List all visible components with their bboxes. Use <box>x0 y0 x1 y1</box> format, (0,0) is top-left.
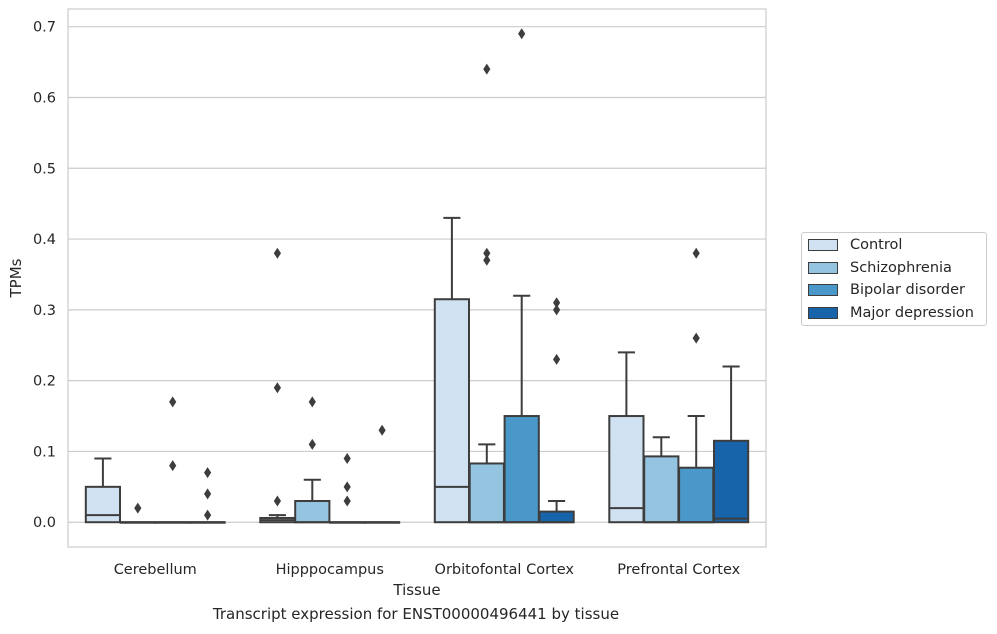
box-group <box>154 396 191 524</box>
box <box>294 499 331 524</box>
axes: 0.0 0.1 0.2 0.3 0.4 0.5 0.6 0.7 Cerebellum Hipppo… <box>33 20 741 578</box>
outlier-point <box>169 460 177 472</box>
box <box>678 466 715 524</box>
box-marks <box>84 28 750 524</box>
box <box>643 455 680 524</box>
y-tick-label: 0.3 <box>33 303 56 319</box>
legend-swatch <box>808 261 838 274</box>
legend-item: Major depression <box>808 303 974 323</box>
x-tick-label: Cerebellum <box>114 562 197 578</box>
box-group <box>189 467 226 524</box>
outlier-point <box>518 28 526 40</box>
box-group <box>119 502 156 524</box>
legend-item: Bipolar disorder <box>808 280 965 300</box>
y-tick-label: 0.4 <box>33 232 56 248</box>
box-group <box>608 351 645 524</box>
outlier-point <box>343 495 351 507</box>
box <box>712 439 750 524</box>
y-tick-label: 0.1 <box>33 444 56 460</box>
x-axis-label: Tissue <box>392 581 440 599</box>
box-group <box>643 436 680 524</box>
legend-item: Control <box>808 235 902 255</box>
box-group <box>503 28 540 524</box>
outlier-point <box>483 247 491 259</box>
y-tick-label: 0.0 <box>33 515 56 531</box>
box <box>608 415 645 524</box>
outlier-point <box>273 247 281 259</box>
legend-swatch <box>808 306 838 319</box>
outlier-point <box>204 509 212 521</box>
outlier-point <box>553 304 561 316</box>
box-group <box>363 424 401 524</box>
outlier-point <box>308 438 316 450</box>
outlier-point <box>169 396 177 408</box>
outlier-point <box>343 453 351 465</box>
outlier-point <box>553 297 561 309</box>
outlier-point <box>692 247 700 259</box>
legend-item: Schizophrenia <box>808 258 952 278</box>
plot-frame <box>67 8 767 548</box>
box-group <box>678 247 715 524</box>
y-tick-label: 0.2 <box>33 374 56 390</box>
box-group <box>433 216 471 524</box>
grid-lines <box>68 26 766 523</box>
legend-swatch <box>808 284 838 296</box>
box <box>538 510 575 524</box>
outlier-point <box>204 467 212 479</box>
y-axis-label: TPMs <box>7 258 25 298</box>
outlier-point <box>692 332 700 344</box>
legend: Control Schizophrenia Bipolar disorder Majo… <box>801 232 987 326</box>
x-tick-label: Orbitofontal Cortex <box>435 562 575 578</box>
y-tick-label: 0.5 <box>33 161 56 177</box>
outlier-point <box>273 495 281 507</box>
box-group <box>329 453 366 524</box>
box-group <box>84 457 122 524</box>
outlier-point <box>134 502 142 514</box>
outlier-point <box>483 63 491 75</box>
box-group <box>538 297 575 524</box>
box-group <box>712 365 750 524</box>
box <box>468 462 505 524</box>
box-group <box>259 247 296 524</box>
y-tick-label: 0.7 <box>33 20 56 36</box>
box <box>433 298 471 524</box>
legend-label: Bipolar disorder <box>850 282 965 298</box>
legend-label: Major depression <box>850 304 974 321</box>
box <box>84 485 122 524</box>
outlier-point <box>378 424 386 436</box>
outlier-point <box>308 396 316 408</box>
box-group <box>294 396 331 524</box>
outlier-point <box>553 353 561 365</box>
outlier-point <box>483 254 491 266</box>
outlier-point <box>343 481 351 493</box>
x-tick-label: Hipppocampus <box>276 562 384 578</box>
box-group <box>468 63 505 524</box>
outlier-point <box>273 382 281 394</box>
legend-label: Schizophrenia <box>850 259 952 276</box>
chart-caption: Transcript expression for ENST0000049644… <box>212 605 620 623</box>
legend-swatch <box>808 239 838 251</box>
y-tick-label: 0.6 <box>33 90 56 106</box>
box <box>503 415 540 524</box>
legend-label: Control <box>850 237 903 253</box>
x-tick-label: Prefrontal Cortex <box>617 562 740 578</box>
outlier-point <box>204 488 212 500</box>
